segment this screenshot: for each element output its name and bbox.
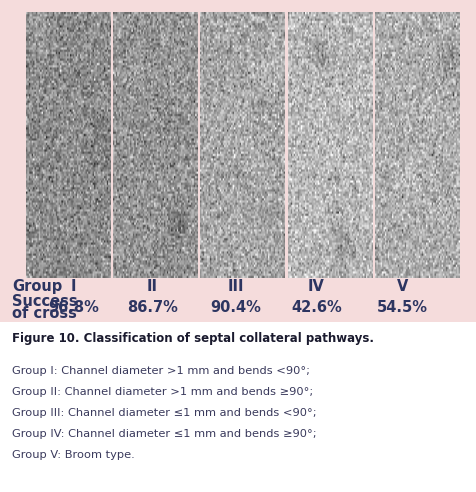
Text: Group I: Channel diameter >1 mm and bends <90°;: Group I: Channel diameter >1 mm and bend… — [12, 366, 310, 375]
Text: 54.5%: 54.5% — [377, 300, 428, 314]
Text: 96.8%: 96.8% — [49, 300, 99, 314]
Text: Group III: Channel diameter ≤1 mm and bends <90°;: Group III: Channel diameter ≤1 mm and be… — [12, 408, 317, 418]
Text: Group: Group — [12, 279, 62, 294]
Text: 90.4%: 90.4% — [210, 300, 261, 314]
FancyBboxPatch shape — [0, 0, 476, 322]
Text: of cross: of cross — [12, 306, 77, 321]
Text: Success: Success — [12, 294, 78, 308]
Text: 42.6%: 42.6% — [291, 300, 342, 314]
Text: V: V — [397, 279, 408, 294]
Text: II: II — [147, 279, 158, 294]
FancyBboxPatch shape — [0, 322, 476, 492]
Text: 86.7%: 86.7% — [127, 300, 178, 314]
Text: I: I — [71, 279, 77, 294]
Text: Group II: Channel diameter >1 mm and bends ≥90°;: Group II: Channel diameter >1 mm and ben… — [12, 387, 313, 397]
Text: III: III — [228, 279, 244, 294]
Text: Group IV: Channel diameter ≤1 mm and bends ≥90°;: Group IV: Channel diameter ≤1 mm and ben… — [12, 429, 317, 439]
Text: Figure 10. Classification of septal collateral pathways.: Figure 10. Classification of septal coll… — [12, 332, 374, 345]
Text: IV: IV — [308, 279, 325, 294]
Text: Group V: Broom type.: Group V: Broom type. — [12, 450, 135, 460]
